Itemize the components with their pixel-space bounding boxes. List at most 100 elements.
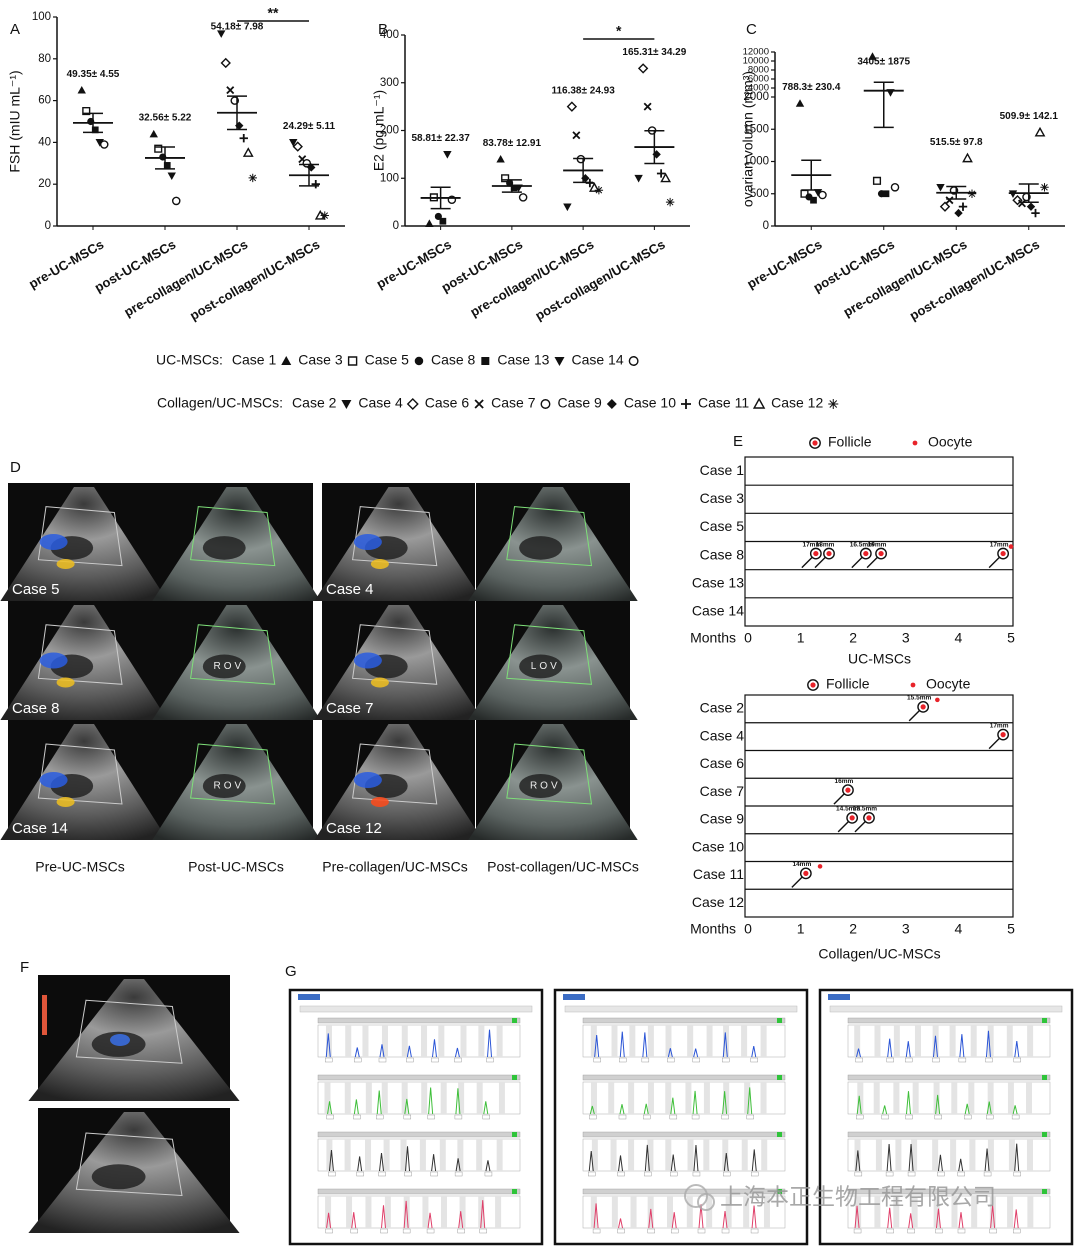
data-point — [939, 201, 951, 212]
data-point — [1031, 208, 1040, 218]
data-point — [1026, 202, 1036, 211]
peak — [618, 1155, 624, 1172]
bin-stripe — [365, 1196, 372, 1228]
bin-stripe — [911, 1139, 918, 1171]
peak — [692, 1090, 698, 1115]
value-label: 515.5± 97.8 — [930, 137, 983, 148]
legend-symbol — [606, 399, 617, 409]
y-tick-label: 40 — [38, 136, 51, 148]
bin-stripe — [608, 1082, 615, 1114]
y-tick-label: 20 — [38, 178, 51, 190]
data-point — [77, 85, 86, 94]
allele-box — [593, 1057, 601, 1063]
bin-stripe — [345, 1025, 352, 1057]
bin-stripe — [665, 1082, 672, 1114]
follicle-core — [1000, 732, 1006, 738]
bin-stripe — [873, 1082, 880, 1114]
follicle-pin — [866, 556, 879, 569]
peak — [1013, 1209, 1019, 1229]
bin-stripe — [458, 1082, 465, 1114]
bin-stripe — [665, 1139, 672, 1171]
peak — [618, 1218, 624, 1229]
allele-box — [592, 1228, 601, 1234]
lane-plot — [582, 1138, 786, 1172]
follicle-core — [878, 550, 884, 557]
bin-stripe — [344, 1082, 351, 1114]
allele-box — [588, 1171, 596, 1177]
ultrasound-image-box — [75, 1132, 183, 1197]
legend-label: Case 9 — [557, 395, 602, 411]
peak — [431, 1039, 437, 1058]
allele-box — [354, 1057, 362, 1063]
panel-label: F — [20, 959, 29, 976]
peak — [648, 1208, 654, 1229]
ultrasound-image-cavity — [202, 654, 246, 679]
allele-box — [328, 1171, 336, 1177]
oocyte — [817, 864, 823, 869]
allele-box — [907, 1228, 915, 1234]
data-point — [320, 211, 329, 220]
panel-label: C — [746, 21, 757, 38]
allele-box — [692, 1171, 701, 1177]
ultrasound-image-box — [506, 624, 593, 685]
bin-stripe — [344, 1139, 351, 1171]
peak — [326, 1212, 332, 1229]
bin-stripe — [874, 1196, 881, 1228]
allele-box — [325, 1228, 333, 1234]
y-tick-label: 200 — [380, 125, 399, 137]
lane-plot — [317, 1024, 521, 1058]
y-tick-label: 10000 — [743, 56, 769, 67]
peak — [882, 1105, 888, 1115]
bin-stripe — [421, 1082, 428, 1114]
legend-label: Case 2 — [292, 395, 337, 411]
y-tick-label: 0 — [393, 220, 399, 232]
peak — [328, 1150, 334, 1172]
bin-stripe — [987, 1082, 994, 1114]
ultrasound-image-cavity — [91, 1164, 146, 1190]
bin-stripe — [401, 1082, 408, 1114]
peak — [405, 1146, 411, 1172]
follicle-size: 15.5mm — [907, 695, 931, 702]
peak — [327, 1101, 333, 1115]
bin-stripe — [460, 1025, 467, 1057]
data-point — [171, 196, 181, 206]
x-tick-label: 3 — [902, 630, 910, 646]
peak — [935, 1208, 941, 1229]
peak — [353, 1099, 359, 1115]
peak — [379, 1044, 385, 1058]
data-point — [660, 172, 672, 183]
x-tick-label: 0 — [744, 630, 752, 646]
allele-box — [671, 1228, 679, 1234]
lane-header — [582, 1131, 786, 1138]
follicle-size: 16mm — [835, 778, 854, 785]
data-point — [936, 183, 945, 192]
legend-symbol — [341, 400, 352, 409]
bin-stripe — [629, 1025, 636, 1057]
legend-symbol — [406, 398, 419, 410]
data-point — [439, 217, 447, 225]
doppler-flow — [39, 772, 68, 788]
column-label: Pre-UC-MSCs — [35, 859, 124, 875]
legend-symbol — [828, 399, 839, 409]
allele-box — [670, 1171, 678, 1177]
peak — [380, 1205, 386, 1229]
legend-label: Oocyte — [928, 434, 973, 450]
peak — [455, 1158, 461, 1172]
bin-stripe — [725, 1196, 732, 1228]
follicle-size: 17mm — [990, 722, 1009, 729]
data-point — [217, 30, 226, 38]
allele-box — [667, 1057, 675, 1063]
peak — [723, 1152, 729, 1172]
follicle-size: 14mm — [792, 861, 811, 868]
bin-stripe — [950, 1139, 957, 1171]
allele-box — [454, 1057, 462, 1063]
data-point — [572, 131, 581, 140]
x-tick-label: 0 — [744, 921, 752, 937]
row-label: Case 6 — [700, 755, 745, 771]
data-point — [226, 86, 235, 95]
bin-stripe — [741, 1025, 748, 1057]
allele-box — [669, 1114, 678, 1120]
peak — [589, 1105, 595, 1115]
bin-stripe — [893, 1025, 900, 1057]
peak — [751, 1149, 757, 1172]
